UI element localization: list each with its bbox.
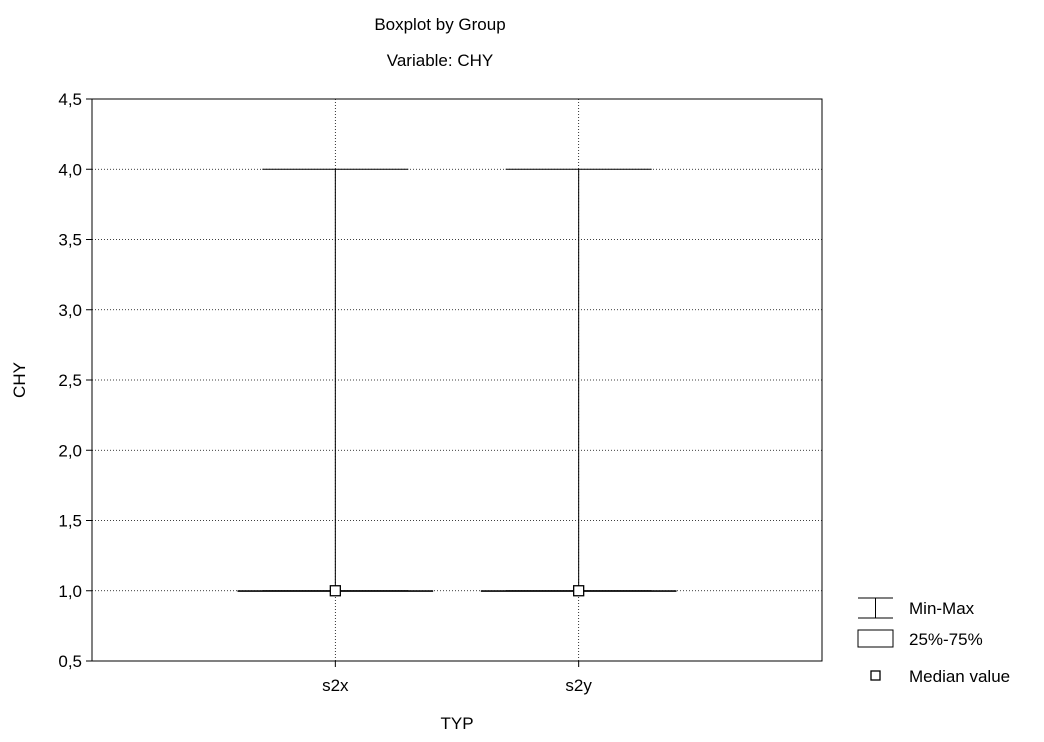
y-tick-label: 2,5	[58, 371, 82, 390]
legend-box-symbol	[857, 629, 894, 648]
legend: Min-Max 25%-75% Median value	[857, 597, 1010, 686]
box-s2x	[237, 168, 434, 597]
y-tick-label: 2,0	[58, 441, 82, 460]
x-axis-label: TYP	[440, 714, 473, 733]
x-tick-label: s2y	[565, 676, 592, 695]
legend-item-box: 25%-75%	[857, 629, 983, 649]
x-tick-label: s2x	[322, 676, 349, 695]
legend-label-median: Median value	[909, 667, 1010, 686]
plot-frame	[91, 98, 823, 662]
y-tick-label: 3,0	[58, 301, 82, 320]
y-tick-label: 3,5	[58, 231, 82, 250]
legend-median-symbol	[870, 670, 881, 681]
legend-item-min-max: Min-Max	[858, 597, 975, 619]
y-tick-label: 0,5	[58, 652, 82, 671]
y-tick-label: 1,5	[58, 512, 82, 531]
y-tick-label: 4,5	[58, 90, 82, 109]
legend-label-min-max: Min-Max	[909, 599, 975, 618]
median-marker	[329, 585, 341, 597]
y-axis-label: CHY	[10, 362, 29, 398]
box-s2y	[480, 168, 677, 597]
x-axis-ticks: s2x s2y	[322, 661, 592, 695]
chart-subtitle: Variable: CHY	[387, 51, 493, 70]
y-tick-label: 1,0	[58, 582, 82, 601]
chart-title: Boxplot by Group	[374, 15, 505, 34]
legend-item-median: Median value	[870, 667, 1010, 686]
median-marker	[573, 585, 585, 597]
grid	[92, 99, 822, 661]
y-axis-ticks: 0,5 1,0 1,5 2,0 2,5 3,0 3,5 4,0 4,5	[58, 90, 92, 671]
boxes	[237, 168, 677, 597]
legend-label-box: 25%-75%	[909, 630, 983, 649]
y-tick-label: 4,0	[58, 160, 82, 179]
